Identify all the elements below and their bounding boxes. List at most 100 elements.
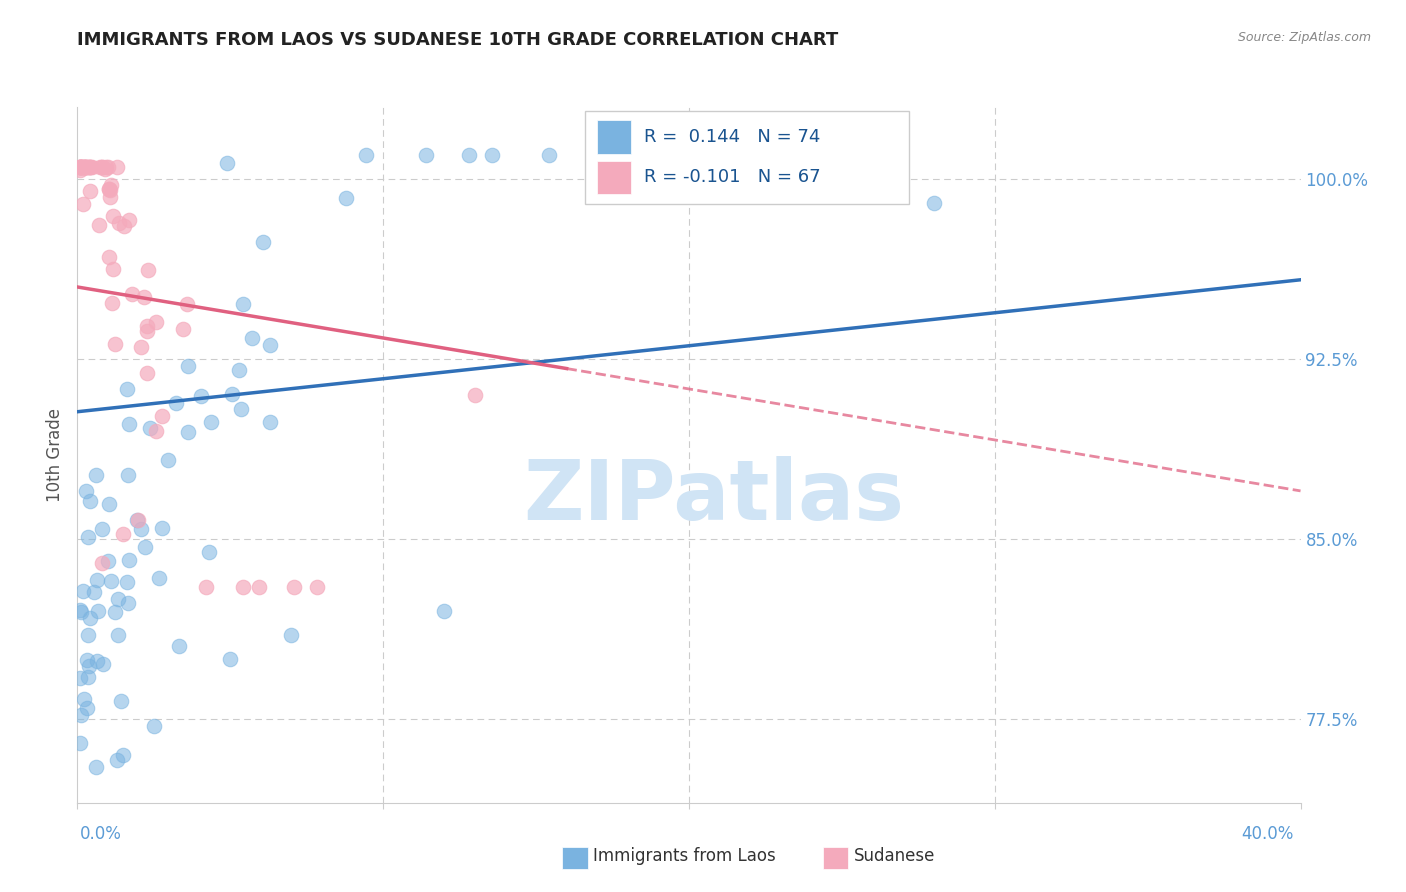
Point <box>107 591 129 606</box>
Point <box>157 452 180 467</box>
Point <box>94 160 117 174</box>
Point <box>86 760 108 774</box>
Text: ZIPatlas: ZIPatlas <box>523 456 904 537</box>
Point <box>117 468 139 483</box>
FancyBboxPatch shape <box>598 120 631 153</box>
Point <box>228 363 250 377</box>
Point <box>105 753 128 767</box>
Point <box>165 396 187 410</box>
Point <box>176 297 198 311</box>
Point <box>72 584 94 599</box>
Point <box>112 747 135 762</box>
Point <box>69 163 91 178</box>
Point <box>87 604 110 618</box>
Point <box>84 467 107 482</box>
Point <box>72 160 94 174</box>
Point <box>117 597 139 611</box>
Point <box>107 628 129 642</box>
Point <box>89 160 111 174</box>
Point <box>103 261 125 276</box>
Text: 40.0%: 40.0% <box>1241 825 1294 843</box>
Point <box>72 160 94 174</box>
Point <box>91 657 114 672</box>
Text: 0.0%: 0.0% <box>80 825 122 843</box>
Point <box>538 148 561 162</box>
Point <box>190 388 212 402</box>
Point <box>104 605 127 619</box>
Point <box>70 707 93 722</box>
Point <box>79 611 101 625</box>
Point <box>83 585 105 599</box>
Text: Immigrants from Laos: Immigrants from Laos <box>593 847 776 865</box>
Point <box>90 160 112 174</box>
Point <box>105 160 128 174</box>
Point <box>75 160 97 174</box>
Point <box>136 324 159 338</box>
Point <box>70 160 93 174</box>
Point <box>118 417 141 431</box>
Point <box>229 402 252 417</box>
Point <box>280 628 302 642</box>
Point <box>72 160 94 174</box>
Point <box>100 178 122 192</box>
Point <box>97 182 120 196</box>
Point <box>131 340 153 354</box>
Point <box>464 388 486 402</box>
Point <box>150 521 173 535</box>
Point <box>69 736 91 750</box>
Point <box>77 530 100 544</box>
Point <box>240 331 263 345</box>
Point <box>458 148 481 162</box>
Point <box>90 556 112 570</box>
Point <box>98 250 121 264</box>
Point <box>121 287 143 301</box>
Point <box>108 216 131 230</box>
Point <box>91 522 114 536</box>
Point <box>75 160 97 174</box>
Point <box>97 554 120 568</box>
Point <box>172 322 194 336</box>
Point <box>232 580 254 594</box>
Text: Source: ZipAtlas.com: Source: ZipAtlas.com <box>1237 31 1371 45</box>
Point <box>77 160 100 174</box>
Point <box>118 213 141 227</box>
Point <box>922 196 945 211</box>
Point <box>177 425 200 439</box>
Point <box>129 522 152 536</box>
Point <box>79 160 101 174</box>
Point <box>356 148 378 162</box>
Point <box>110 694 132 708</box>
Point <box>112 219 135 234</box>
Text: R = -0.101   N = 67: R = -0.101 N = 67 <box>644 169 820 186</box>
Point <box>77 659 100 673</box>
Point <box>112 527 135 541</box>
Point <box>145 315 167 329</box>
Point <box>76 701 98 715</box>
Point <box>103 209 125 223</box>
Point <box>148 571 170 585</box>
Point <box>115 574 138 589</box>
Point <box>75 160 97 174</box>
Point <box>70 160 93 174</box>
Point <box>283 580 305 594</box>
Point <box>219 652 242 666</box>
Point <box>98 497 121 511</box>
FancyBboxPatch shape <box>585 111 910 204</box>
Point <box>97 160 120 174</box>
Point <box>252 235 274 249</box>
FancyBboxPatch shape <box>598 161 631 194</box>
Point <box>79 184 101 198</box>
Point <box>69 160 91 174</box>
Point <box>217 156 239 170</box>
Point <box>139 421 162 435</box>
Y-axis label: 10th Grade: 10th Grade <box>46 408 65 502</box>
Point <box>93 161 115 176</box>
Point <box>69 160 91 174</box>
Point <box>69 160 91 174</box>
Point <box>79 160 101 174</box>
Point <box>481 148 503 162</box>
Point <box>98 181 121 195</box>
Point <box>305 580 328 594</box>
Point <box>69 160 91 174</box>
Point <box>136 263 159 277</box>
